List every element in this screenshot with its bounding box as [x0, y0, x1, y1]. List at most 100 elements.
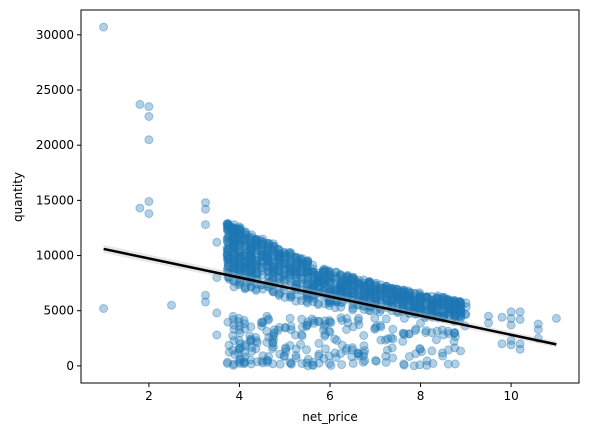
data-point: [275, 252, 285, 262]
data-point: [235, 225, 245, 235]
data-point: [443, 326, 453, 336]
data-point: [247, 246, 257, 256]
data-point: [371, 282, 381, 292]
data-point: [354, 289, 363, 299]
data-point: [269, 262, 279, 272]
data-point: [438, 300, 447, 310]
data-point: [224, 347, 234, 357]
data-point: [224, 253, 234, 263]
data-point: [224, 260, 234, 270]
data-point: [201, 297, 210, 307]
data-point: [506, 313, 516, 323]
data-point: [274, 289, 284, 299]
data-point: [308, 360, 318, 370]
data-point: [246, 266, 256, 276]
data-point: [286, 264, 295, 274]
data-point: [235, 354, 245, 364]
data-point: [455, 297, 465, 307]
data-point: [263, 357, 272, 367]
data-point: [222, 219, 232, 229]
data-point: [246, 259, 256, 269]
data-point: [223, 250, 233, 260]
x-tick-label: 4: [236, 389, 244, 403]
data-point: [258, 237, 267, 247]
data-point: [365, 288, 374, 298]
data-point: [421, 328, 431, 338]
data-point: [456, 308, 466, 318]
data-point: [364, 289, 374, 299]
data-point: [212, 237, 222, 247]
data-point: [422, 298, 432, 307]
data-point: [234, 235, 244, 245]
data-point: [262, 246, 272, 256]
data-point: [201, 198, 210, 208]
data-point: [399, 287, 409, 297]
data-point: [314, 316, 324, 326]
data-point: [386, 289, 396, 299]
data-point: [256, 251, 266, 261]
data-point: [298, 267, 308, 277]
data-point: [381, 281, 391, 291]
data-point: [246, 265, 255, 275]
data-point: [223, 245, 233, 255]
data-point: [341, 346, 351, 356]
data-point: [354, 279, 364, 289]
data-point: [223, 220, 233, 230]
data-point: [229, 315, 238, 325]
data-point: [252, 357, 262, 367]
data-point: [349, 274, 358, 284]
data-point: [343, 276, 353, 286]
data-point: [223, 262, 233, 272]
data-point: [381, 296, 391, 306]
data-point: [411, 324, 421, 334]
data-point: [347, 273, 357, 283]
data-point: [229, 228, 239, 238]
data-point: [428, 302, 438, 311]
data-point: [450, 312, 460, 322]
data-point: [319, 277, 329, 287]
y-tick-label: 25000: [36, 83, 74, 97]
data-point: [281, 343, 291, 353]
data-point: [234, 325, 244, 335]
data-point: [371, 286, 381, 296]
data-point: [405, 295, 415, 305]
data-point: [354, 320, 364, 330]
data-point: [506, 340, 516, 350]
data-point: [448, 301, 458, 310]
data-point: [230, 260, 240, 270]
data-point: [331, 353, 341, 363]
data-point: [348, 279, 358, 289]
data-point: [359, 348, 369, 358]
data-point: [410, 300, 419, 310]
data-point: [337, 283, 347, 293]
data-point: [229, 242, 239, 252]
data-point: [388, 288, 397, 298]
data-point: [228, 224, 238, 234]
data-point: [268, 332, 278, 342]
data-point: [439, 299, 449, 309]
data-point: [438, 292, 447, 302]
data-point: [432, 298, 441, 308]
data-point: [422, 293, 432, 302]
data-point: [399, 292, 409, 302]
data-point: [241, 249, 250, 259]
data-point: [224, 225, 234, 234]
data-point: [167, 300, 176, 310]
data-point: [302, 296, 312, 306]
data-point: [285, 268, 295, 278]
data-point: [229, 262, 239, 272]
data-point: [99, 304, 109, 313]
data-point: [230, 263, 240, 272]
data-point: [269, 262, 278, 272]
data-point: [415, 299, 424, 309]
data-point: [325, 267, 335, 277]
data-point: [236, 265, 245, 275]
data-point: [449, 301, 459, 311]
data-point: [398, 328, 408, 338]
data-point: [144, 209, 154, 219]
x-axis-ticks: 2 4 6 8 10: [145, 383, 519, 403]
data-point: [223, 254, 233, 264]
data-point: [252, 259, 262, 269]
data-point: [308, 264, 318, 274]
data-point: [313, 276, 323, 286]
